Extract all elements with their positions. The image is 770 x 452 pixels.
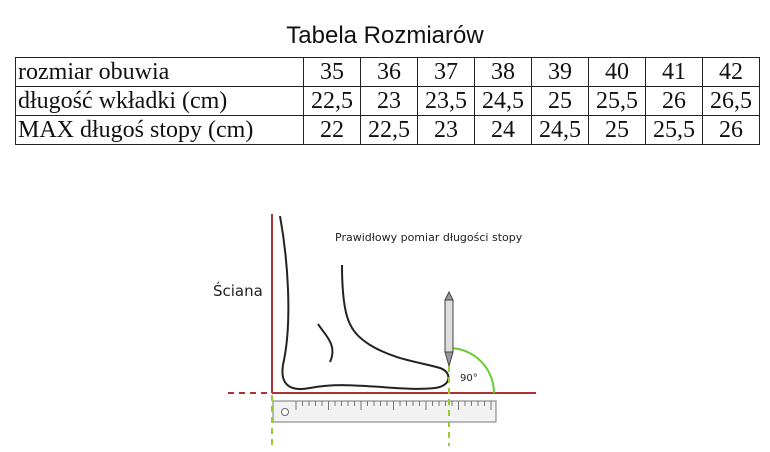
cell: 22 xyxy=(303,115,361,145)
row-header: rozmiar obuwia xyxy=(15,57,304,87)
cell: 22,5 xyxy=(360,115,418,145)
cell: 26,5 xyxy=(702,86,760,116)
cell: 24,5 xyxy=(531,115,589,145)
ruler-ticks xyxy=(295,401,492,410)
cell: 25,5 xyxy=(645,115,703,145)
cell: 37 xyxy=(417,57,475,87)
angle-arc xyxy=(448,347,495,394)
cell: 39 xyxy=(531,57,589,87)
cell: 38 xyxy=(474,57,532,87)
caption: Prawidłowy pomiar długości stopy xyxy=(335,231,523,244)
cell: 25 xyxy=(531,86,589,116)
cell: 26 xyxy=(702,115,760,145)
pencil-tips xyxy=(444,290,454,368)
row-header: długość wkładki (cm) xyxy=(15,86,304,116)
ruler xyxy=(272,400,497,423)
cell: 25 xyxy=(588,115,646,145)
cell: 41 xyxy=(645,57,703,87)
ankle-line xyxy=(317,323,334,363)
cell: 23 xyxy=(417,115,475,145)
cell: 42 xyxy=(702,57,760,87)
title: Tabela Rozmiarów xyxy=(286,22,484,49)
cell: 24,5 xyxy=(474,86,532,116)
cell: 25,5 xyxy=(588,86,646,116)
table-row: MAX długoś stopy (cm) 22 22,5 23 24 24,5 25 25,… xyxy=(15,115,760,145)
row-header: MAX długoś stopy (cm) xyxy=(15,115,304,145)
table-row: długość wkładki (cm) 22,5 23 23,5 24,5 25 25,5… xyxy=(15,86,760,116)
pencil xyxy=(444,299,454,353)
table-row: rozmiar obuwia 35 36 37 38 39 40 41 42 xyxy=(15,57,760,87)
angle-label: 90° xyxy=(460,373,478,384)
ruler-hole xyxy=(281,408,289,416)
cell: 24 xyxy=(474,115,532,145)
cell: 36 xyxy=(360,57,418,87)
size-table: rozmiar obuwia 35 36 37 38 39 40 41 42 długość wk… xyxy=(15,57,760,145)
wall-label: Ściana xyxy=(213,281,263,300)
foot xyxy=(279,215,450,390)
